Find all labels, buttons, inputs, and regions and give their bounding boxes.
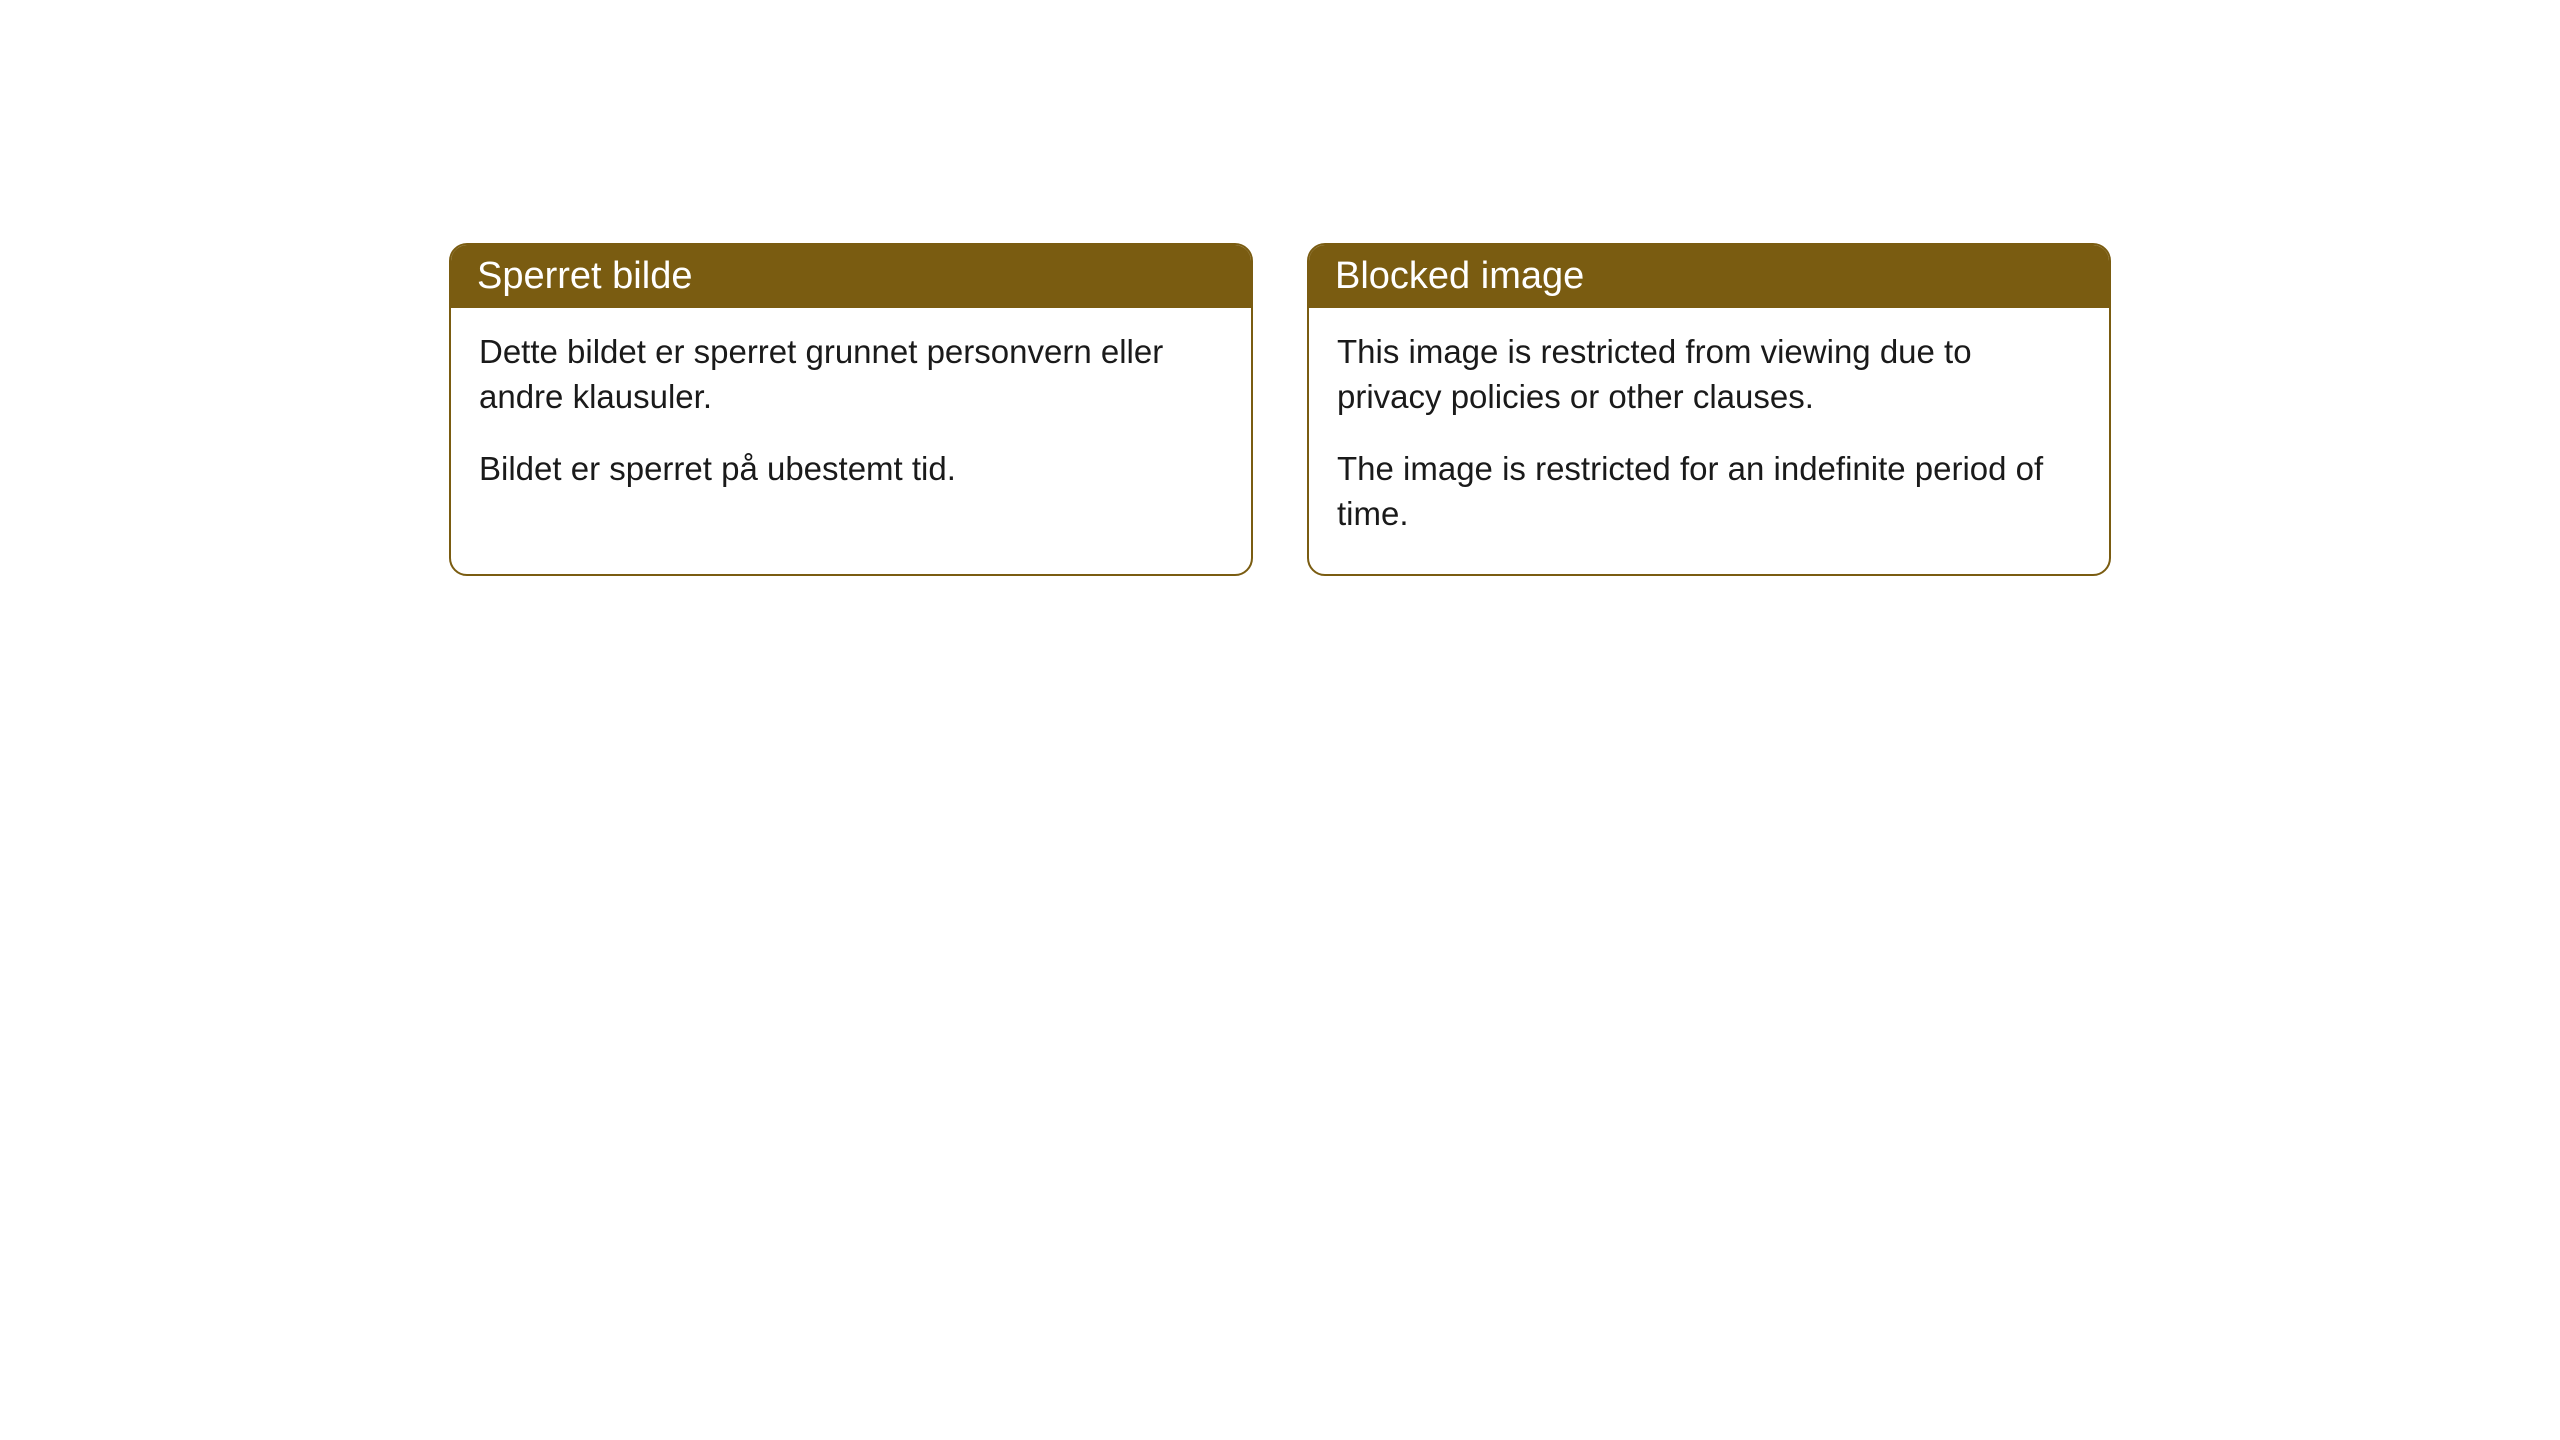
card-paragraph-no-2: Bildet er sperret på ubestemt tid. xyxy=(479,447,1223,492)
card-paragraph-no-1: Dette bildet er sperret grunnet personve… xyxy=(479,330,1223,419)
card-paragraph-en-2: The image is restricted for an indefinit… xyxy=(1337,447,2081,536)
card-title-en: Blocked image xyxy=(1335,255,1584,297)
notice-cards-container: Sperret bilde Dette bildet er sperret gr… xyxy=(0,0,2560,576)
card-title-no: Sperret bilde xyxy=(477,255,692,297)
blocked-image-card-no: Sperret bilde Dette bildet er sperret gr… xyxy=(449,243,1253,576)
card-body-en: This image is restricted from viewing du… xyxy=(1309,308,2109,574)
blocked-image-card-en: Blocked image This image is restricted f… xyxy=(1307,243,2111,576)
card-paragraph-en-1: This image is restricted from viewing du… xyxy=(1337,330,2081,419)
card-header-no: Sperret bilde xyxy=(451,245,1251,308)
card-body-no: Dette bildet er sperret grunnet personve… xyxy=(451,308,1251,530)
card-header-en: Blocked image xyxy=(1309,245,2109,308)
